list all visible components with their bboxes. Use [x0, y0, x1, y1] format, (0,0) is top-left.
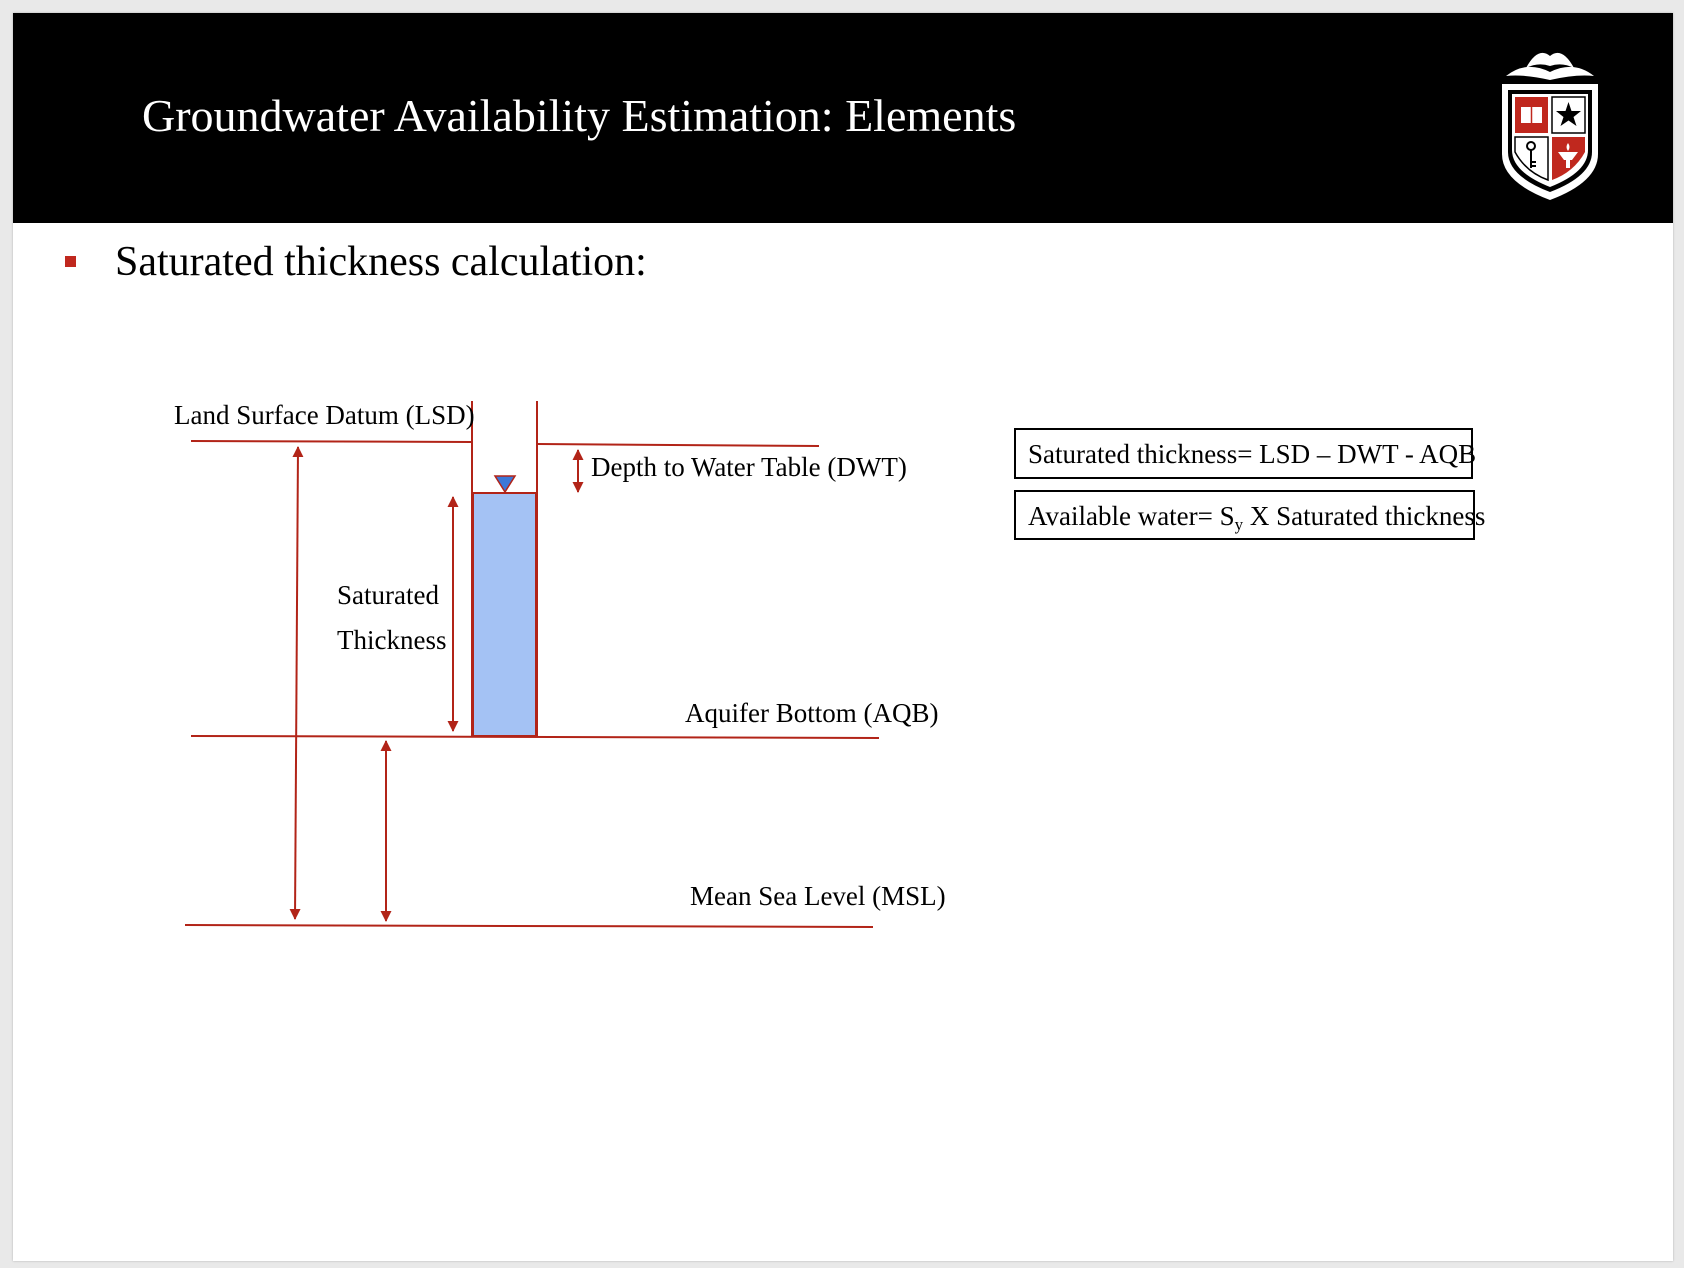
water-table-marker [493, 475, 517, 494]
bullet-text: Saturated thickness calculation: [115, 239, 647, 285]
water-column [472, 492, 537, 737]
groundwater-diagram [184, 401, 880, 928]
saturated-label-line1: Saturated [337, 580, 439, 610]
saturated-thickness-equation: Saturated thickness= LSD – DWT - AQB [1014, 428, 1477, 479]
lsd-line-right [537, 443, 820, 447]
available-equation-suffix: X Saturated thickness [1243, 501, 1486, 531]
saturated-equation-text: Saturated thickness= LSD – DWT - AQB [1028, 439, 1477, 469]
saturated-label-line2: Thickness [337, 625, 447, 655]
university-shield-logo [1502, 52, 1598, 200]
bullet-marker [65, 256, 76, 267]
lsd-to-msl-arrow [289, 446, 304, 920]
lsd-label: Land Surface Datum (LSD) [174, 400, 475, 430]
slide-header: Groundwater Availability Estimation: Ele… [13, 13, 1673, 223]
dwt-label: Depth to Water Table (DWT) [591, 452, 907, 482]
slide: Groundwater Availability Estimation: Ele… [13, 13, 1673, 1261]
aqb-label: Aquifer Bottom (AQB) [685, 698, 939, 728]
slide-title: Groundwater Availability Estimation: Ele… [142, 90, 1017, 141]
specific-yield-subscript: y [1234, 515, 1244, 534]
msl-label: Mean Sea Level (MSL) [690, 881, 946, 911]
available-equation-prefix: Available water= S [1028, 501, 1235, 531]
lsd-line [190, 440, 472, 443]
available-water-equation: Available water= Sy X Saturated thicknes… [1014, 490, 1485, 540]
msl-line [184, 924, 874, 928]
